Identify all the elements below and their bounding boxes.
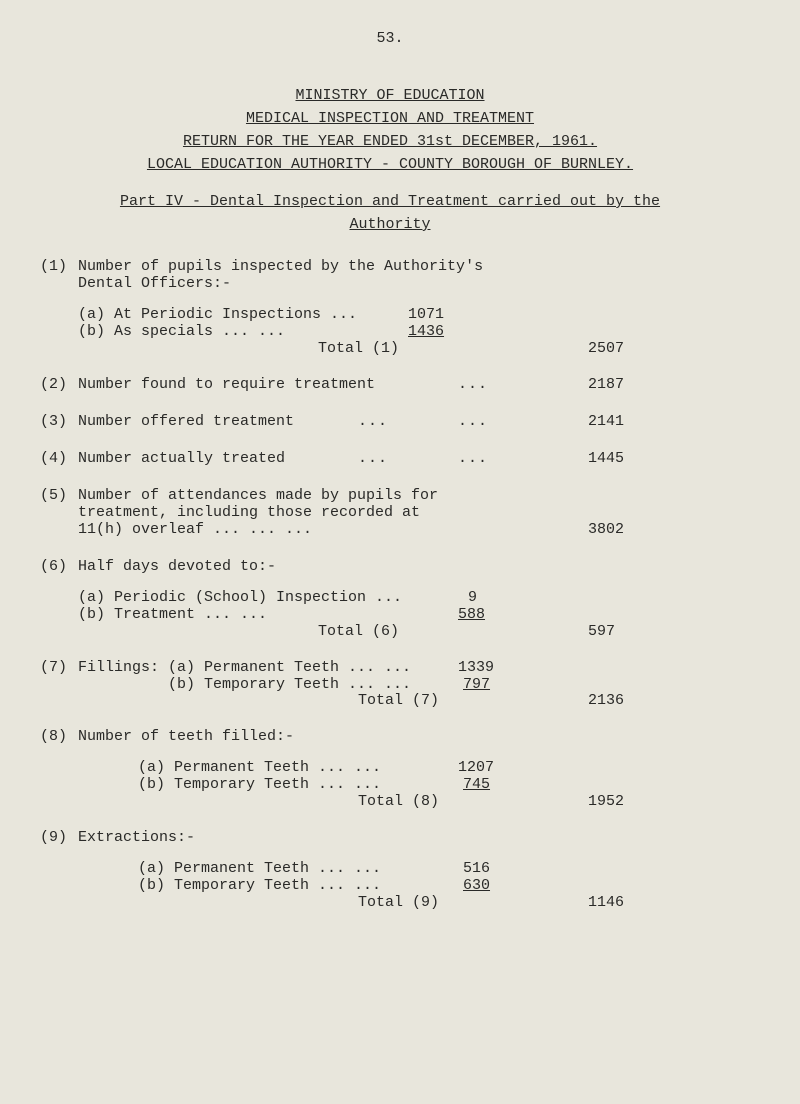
item-9a-label: (a) Permanent Teeth ... ... — [138, 860, 381, 877]
item-1: (1) Number of pupils inspected by the Au… — [40, 258, 740, 356]
item-8: (8) Number of teeth filled:- (a) Permane… — [40, 728, 740, 809]
item-2: (2) Number found to require treatment ..… — [40, 376, 740, 393]
item-6: (6) Half days devoted to:- (a) Periodic … — [40, 558, 740, 639]
item-8b-val: 745 — [463, 776, 490, 793]
item-1a-val: 1071 — [408, 306, 444, 323]
dots: ... — [458, 450, 488, 467]
title-block: MINISTRY OF EDUCATION MEDICAL INSPECTION… — [40, 87, 740, 233]
item-9b-label: (b) Temporary Teeth ... ... — [138, 877, 381, 894]
item-6-total-label: Total (6) — [318, 623, 399, 640]
title-1: MINISTRY OF EDUCATION — [295, 87, 484, 104]
item-9a-val: 516 — [463, 860, 490, 877]
item-8-total-label: Total (8) — [358, 793, 439, 810]
item-number: (2) — [40, 376, 78, 393]
item-7a-label: (a) Permanent Teeth ... ... — [168, 659, 411, 676]
item-2-val: 2187 — [588, 376, 624, 393]
item-8a-label: (a) Permanent Teeth ... ... — [138, 759, 381, 776]
dots: ... — [458, 376, 488, 393]
item-1-total-val: 2507 — [588, 340, 624, 357]
title-2: MEDICAL INSPECTION AND TREATMENT — [246, 110, 534, 127]
item-number: (5) — [40, 487, 78, 538]
item-9b-val: 630 — [463, 877, 490, 894]
item-5: (5) Number of attendances made by pupils… — [40, 487, 740, 538]
title-3: RETURN FOR THE YEAR ENDED 31st DECEMBER,… — [183, 133, 597, 150]
item-number: (7) — [40, 659, 78, 708]
item-number: (4) — [40, 450, 78, 467]
dots: ... — [458, 413, 488, 430]
item-7-heading: Fillings: — [78, 659, 159, 676]
item-1a-label: (a) At Periodic Inspections ... — [78, 306, 357, 323]
item-1-total-label: Total (1) — [318, 340, 399, 357]
item-9-total-label: Total (9) — [358, 894, 439, 911]
item-8a-val: 1207 — [458, 759, 494, 776]
item-3-val: 2141 — [588, 413, 624, 430]
item-7-total-val: 2136 — [588, 692, 624, 709]
item-1b-val: 1436 — [408, 323, 444, 340]
item-9-heading: Extractions:- — [78, 829, 740, 846]
item-6b-label: (b) Treatment ... ... — [78, 606, 267, 623]
item-8-total-val: 1952 — [588, 793, 624, 810]
title-4: LOCAL EDUCATION AUTHORITY - COUNTY BOROU… — [147, 156, 633, 173]
item-4-val: 1445 — [588, 450, 624, 467]
title-5: Part IV - Dental Inspection and Treatmen… — [120, 193, 660, 210]
item-7b-val: 797 — [463, 676, 490, 693]
item-5-line1: Number of attendances made by pupils for — [78, 487, 740, 504]
item-8b-label: (b) Temporary Teeth ... ... — [138, 776, 381, 793]
item-5-line3: 11(h) overleaf ... ... ... — [78, 521, 312, 538]
item-number: (1) — [40, 258, 78, 356]
item-4-label: Number actually treated — [78, 450, 285, 467]
item-6-total-val: 597 — [588, 623, 615, 640]
item-number: (6) — [40, 558, 78, 639]
item-2-label: Number found to require treatment — [78, 376, 375, 393]
item-number: (3) — [40, 413, 78, 430]
item-7a-val: 1339 — [458, 659, 494, 676]
dots: ... — [358, 450, 388, 467]
item-6a-val: 9 — [468, 589, 477, 606]
item-5-val: 3802 — [588, 521, 624, 538]
page-number: 53. — [40, 30, 740, 47]
item-number: (9) — [40, 829, 78, 894]
item-1-heading: Number of pupils inspected by the Author… — [78, 258, 740, 275]
item-8-heading: Number of teeth filled:- — [78, 728, 740, 745]
item-6a-label: (a) Periodic (School) Inspection ... — [78, 589, 402, 606]
title-6: Authority — [349, 216, 430, 233]
item-9: (9) Extractions:- (a) Permanent Teeth ..… — [40, 829, 740, 894]
item-5-line2: treatment, including those recorded at — [78, 504, 740, 521]
item-6b-val: 588 — [458, 606, 485, 623]
item-7: (7) Fillings: (a) Permanent Teeth ... ..… — [40, 659, 740, 708]
item-number: (8) — [40, 728, 78, 809]
item-6-heading: Half days devoted to:- — [78, 558, 740, 575]
item-4: (4) Number actually treated ... ... 1445 — [40, 450, 740, 467]
item-7b-label: (b) Temporary Teeth ... ... — [168, 676, 411, 693]
dots: ... — [358, 413, 388, 430]
item-9-total-val: 1146 — [588, 894, 624, 911]
item-3: (3) Number offered treatment ... ... 214… — [40, 413, 740, 430]
item-1-heading2: Dental Officers:- — [78, 275, 740, 292]
item-7-total-label: Total (7) — [358, 692, 439, 709]
item-1b-label: (b) As specials ... ... — [78, 323, 285, 340]
item-3-label: Number offered treatment — [78, 413, 294, 430]
